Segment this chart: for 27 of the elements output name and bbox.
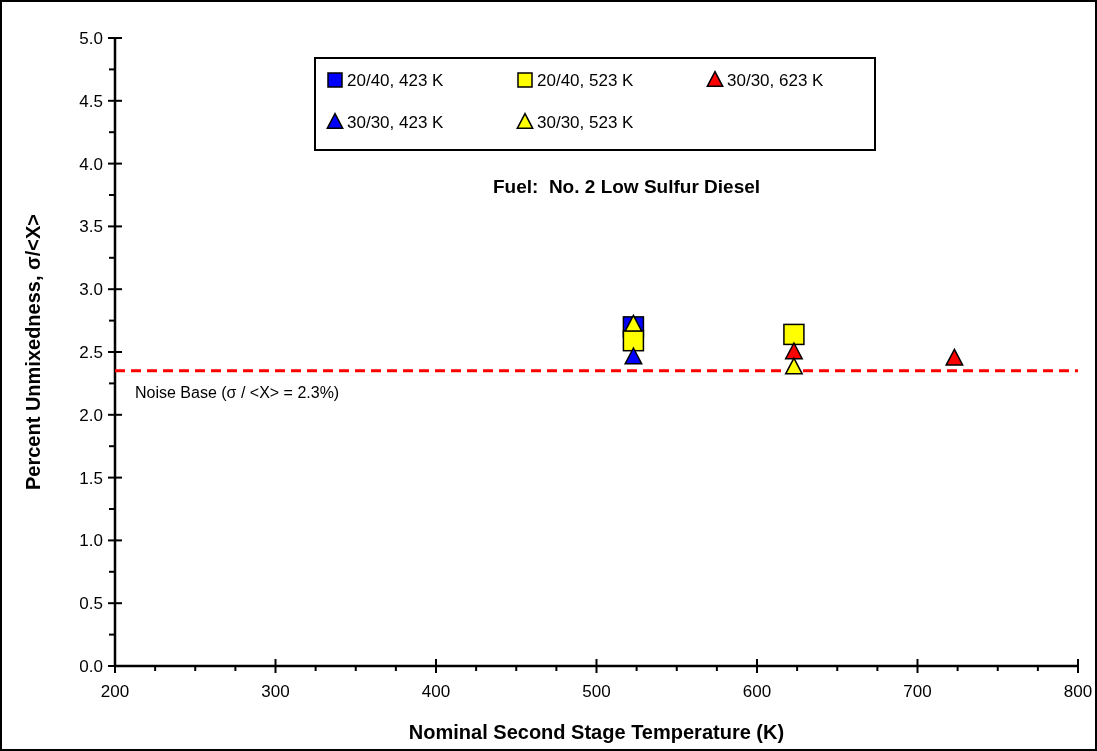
y-axis-title: Percent Unmixedness, σ/<X> (22, 213, 44, 491)
y-tick-label: 4.5 (79, 91, 103, 111)
legend-label: 20/40, 523 K (537, 71, 635, 90)
x-tick-label: 800 (1063, 682, 1093, 701)
x-tick-label: 700 (903, 682, 932, 701)
y-tick-label: 3.5 (79, 217, 103, 237)
x-tick-label: 400 (421, 682, 451, 701)
y-tick-label: 2.0 (79, 405, 103, 425)
y-tick-label: 1.0 (79, 531, 103, 551)
y-tick-label: 1.5 (79, 468, 103, 488)
annotation: Fuel: No. 2 Low Sulfur Diesel (492, 176, 761, 197)
y-tick-label: 0.0 (79, 657, 103, 676)
legend-label: 30/30, 523 K (537, 113, 635, 132)
legend-label: 20/40, 423 K (347, 71, 445, 90)
y-tick-label: 0.5 (79, 594, 103, 614)
y-tick-label: 3.0 (79, 280, 103, 300)
ref-line-label: Noise Base (σ / <X> = 2.3%) (135, 383, 340, 401)
x-tick-label: 200 (100, 682, 130, 701)
y-tick-label: 2.5 (79, 343, 103, 362)
legend-label: 30/30, 623 K (727, 71, 825, 90)
x-tick-label: 300 (261, 682, 290, 701)
x-tick-label: 500 (582, 682, 611, 701)
x-axis-title: Nominal Second Stage Temperature (K) (408, 721, 785, 743)
legend-label: 30/30, 423 K (347, 113, 445, 132)
y-tick-label: 5.0 (79, 29, 103, 48)
y-tick-label: 4.0 (79, 154, 103, 174)
x-tick-label: 600 (742, 682, 772, 701)
